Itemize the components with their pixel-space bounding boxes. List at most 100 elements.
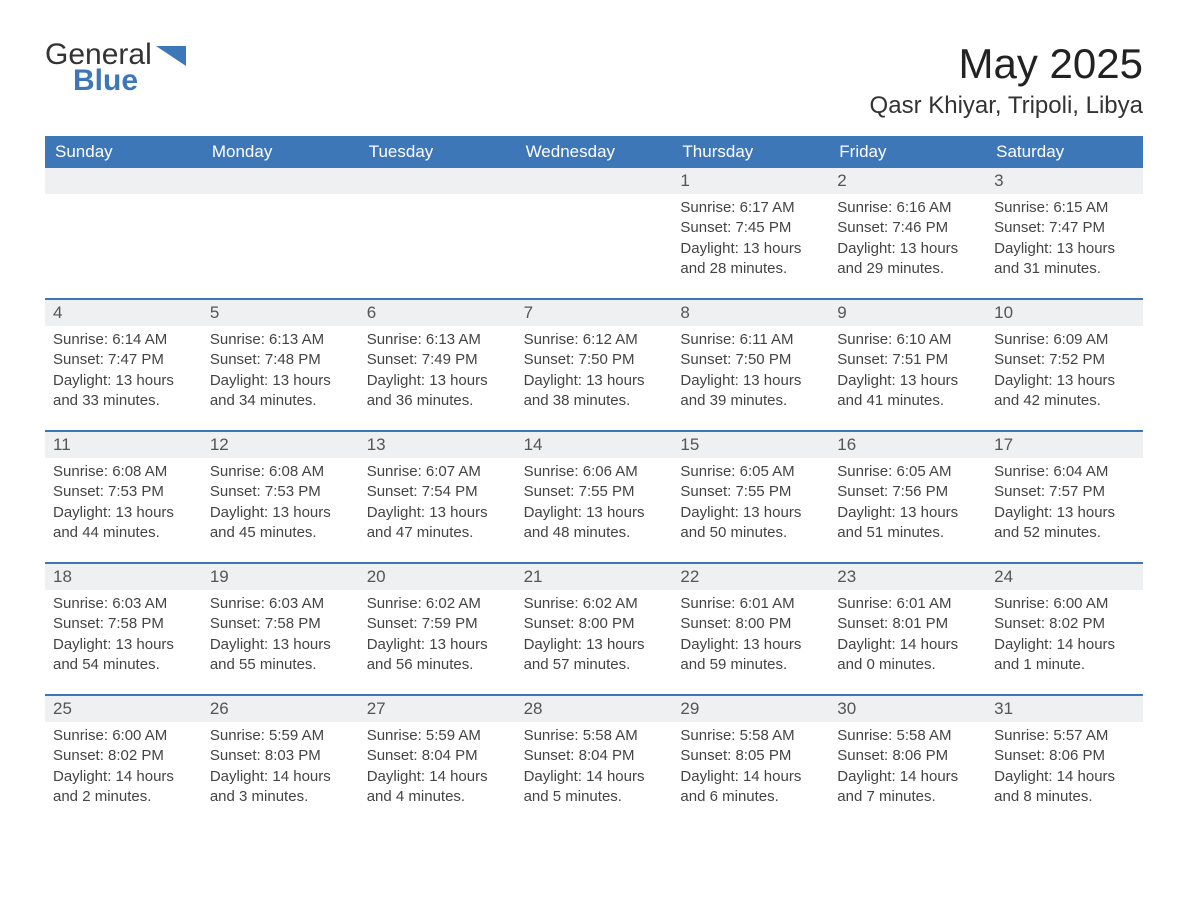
sunset-text: Sunset: 7:46 PM bbox=[837, 218, 978, 238]
calendar-day-cell: 5Sunrise: 6:13 AMSunset: 7:48 PMDaylight… bbox=[202, 300, 359, 430]
day-details: Sunrise: 6:08 AMSunset: 7:53 PMDaylight:… bbox=[202, 458, 359, 551]
day-details: Sunrise: 5:58 AMSunset: 8:06 PMDaylight:… bbox=[829, 722, 986, 815]
calendar-week-row: 18 Sunrise: 6:03 AMSunset: 7:58 PM Dayligh… bbox=[45, 562, 1143, 694]
calendar-grid: Sunday Monday Tuesday Wednesday Thursday… bbox=[45, 136, 1143, 826]
sunrise-text: Sunrise: 6:13 AM bbox=[210, 330, 351, 350]
daylight-text: Daylight: 14 hours and 7 minutes. bbox=[837, 767, 978, 808]
calendar-day-cell: 9Sunrise: 6:10 AMSunset: 7:51 PMDaylight… bbox=[829, 300, 986, 430]
day-details: Sunrise: 5:58 AMSunset: 8:04 PMDaylight:… bbox=[516, 722, 673, 815]
daylight-text: Daylight: 13 hours and 44 minutes. bbox=[53, 503, 194, 544]
day-number bbox=[202, 168, 359, 194]
day-number: 23 bbox=[829, 564, 986, 590]
daylight-text: Daylight: 13 hours and 33 minutes. bbox=[53, 371, 194, 412]
daylight-text: Daylight: 14 hours and 0 minutes. bbox=[837, 635, 978, 676]
day-number: 29 bbox=[672, 696, 829, 722]
day-number: 1 bbox=[672, 168, 829, 194]
day-number: 11 bbox=[45, 432, 202, 458]
daylight-text: Daylight: 14 hours and 5 minutes. bbox=[524, 767, 665, 808]
calendar-day-cell: 1Sunrise: 6:17 AMSunset: 7:45 PMDaylight… bbox=[672, 168, 829, 298]
daylight-text: Daylight: 13 hours and 34 minutes. bbox=[210, 371, 351, 412]
day-details: Sunrise: 6:06 AMSunset: 7:55 PMDaylight:… bbox=[516, 458, 673, 551]
daylight-text: Daylight: 13 hours and 50 minutes. bbox=[680, 503, 821, 544]
sunset-text: Sunset: 8:04 PM bbox=[367, 746, 508, 766]
sunset-text: Sunset: 7:51 PM bbox=[837, 350, 978, 370]
sunrise-text: Sunrise: 6:08 AM bbox=[53, 462, 194, 482]
calendar-week-row: 4Sunrise: 6:14 AMSunset: 7:47 PMDaylight… bbox=[45, 298, 1143, 430]
day-details: Sunrise: 6:01 AMSunset: 8:01 PMDaylight:… bbox=[829, 590, 986, 683]
daylight-text: Daylight: 13 hours and 48 minutes. bbox=[524, 503, 665, 544]
month-title: May 2025 bbox=[870, 40, 1143, 88]
day-number: 4 bbox=[45, 300, 202, 326]
brand-text: General Blue bbox=[45, 40, 152, 96]
day-details: Sunrise: 5:59 AMSunset: 8:04 PMDaylight:… bbox=[359, 722, 516, 815]
sunset-text: Sunset: 7:52 PM bbox=[994, 350, 1135, 370]
day-details: Sunrise: 6:12 AMSunset: 7:50 PMDaylight:… bbox=[516, 326, 673, 419]
calendar-day-cell: 26Sunrise: 5:59 AMSunset: 8:03 PMDayligh… bbox=[202, 696, 359, 826]
day-number: 3 bbox=[986, 168, 1143, 194]
sunrise-text: Sunrise: 6:05 AM bbox=[680, 462, 821, 482]
brand-logo: General Blue bbox=[45, 40, 190, 96]
day-details: Sunrise: 6:15 AMSunset: 7:47 PMDaylight:… bbox=[986, 194, 1143, 287]
day-number bbox=[359, 168, 516, 194]
sunrise-text: Sunrise: 6:01 AM bbox=[680, 594, 821, 614]
page-header: General Blue May 2025 Qasr Khiyar, Tripo… bbox=[45, 40, 1143, 130]
sunset-text: Sunset: 7:53 PM bbox=[53, 482, 194, 502]
calendar-week-row: 11Sunrise: 6:08 AMSunset: 7:53 PMDayligh… bbox=[45, 430, 1143, 562]
day-details: Sunrise: 6:10 AMSunset: 7:51 PMDaylight:… bbox=[829, 326, 986, 419]
calendar-day-cell: 21Sunrise: 6:02 AMSunset: 8:00 PMDayligh… bbox=[516, 564, 673, 694]
sunset-text: Sunset: 8:06 PM bbox=[994, 746, 1135, 766]
day-number: 15 bbox=[672, 432, 829, 458]
calendar-day-cell bbox=[45, 168, 202, 298]
daylight-text: Daylight: 13 hours and 57 minutes. bbox=[524, 635, 665, 676]
day-number: 25 bbox=[45, 696, 202, 722]
calendar-day-cell: 28Sunrise: 5:58 AMSunset: 8:04 PMDayligh… bbox=[516, 696, 673, 826]
day-details: Sunrise: 6:11 AMSunset: 7:50 PMDaylight:… bbox=[672, 326, 829, 419]
calendar-day-cell: 29Sunrise: 5:58 AMSunset: 8:05 PMDayligh… bbox=[672, 696, 829, 826]
weekday-header: Monday bbox=[202, 136, 359, 168]
daylight-text: Daylight: 14 hours and 4 minutes. bbox=[367, 767, 508, 808]
day-number: 19 bbox=[202, 564, 359, 590]
sunrise-text: Sunrise: 5:58 AM bbox=[680, 726, 821, 746]
day-details: Sunrise: 6:16 AMSunset: 7:46 PMDaylight:… bbox=[829, 194, 986, 287]
daylight-text: Daylight: 13 hours and 52 minutes. bbox=[994, 503, 1135, 544]
weekday-header: Wednesday bbox=[516, 136, 673, 168]
daylight-text: Daylight: 13 hours and 28 minutes. bbox=[680, 239, 821, 280]
sunrise-text: Sunrise: 6:04 AM bbox=[994, 462, 1135, 482]
sunrise-text: Sunrise: 5:57 AM bbox=[994, 726, 1135, 746]
calendar-day-cell: 17Sunrise: 6:04 AMSunset: 7:57 PMDayligh… bbox=[986, 432, 1143, 562]
day-details: Sunrise: 6:09 AMSunset: 7:52 PMDaylight:… bbox=[986, 326, 1143, 419]
sunset-text: Sunset: 7:47 PM bbox=[994, 218, 1135, 238]
weekday-header: Friday bbox=[829, 136, 986, 168]
sunrise-text: Sunrise: 6:02 AM bbox=[524, 594, 665, 614]
daylight-text: Daylight: 13 hours and 59 minutes. bbox=[680, 635, 821, 676]
sunset-text: Sunset: 7:58 PM bbox=[210, 614, 351, 634]
calendar-day-cell: 3Sunrise: 6:15 AMSunset: 7:47 PMDaylight… bbox=[986, 168, 1143, 298]
calendar-day-cell: 31Sunrise: 5:57 AMSunset: 8:06 PMDayligh… bbox=[986, 696, 1143, 826]
day-details bbox=[359, 194, 516, 206]
daylight-text: Daylight: 13 hours and 56 minutes. bbox=[367, 635, 508, 676]
daylight-text: Daylight: 13 hours and 41 minutes. bbox=[837, 371, 978, 412]
daylight-text: Daylight: 14 hours and 3 minutes. bbox=[210, 767, 351, 808]
day-details: Sunrise: 6:00 AMSunset: 8:02 PMDaylight:… bbox=[45, 722, 202, 815]
day-number: 7 bbox=[516, 300, 673, 326]
calendar-day-cell bbox=[516, 168, 673, 298]
day-number: 24 bbox=[986, 564, 1143, 590]
sunset-text: Sunset: 8:03 PM bbox=[210, 746, 351, 766]
sunset-text: Sunset: 7:49 PM bbox=[367, 350, 508, 370]
daylight-text: Daylight: 13 hours and 31 minutes. bbox=[994, 239, 1135, 280]
day-number: 18 bbox=[45, 564, 202, 590]
sunset-text: Sunset: 7:56 PM bbox=[837, 482, 978, 502]
day-number: 16 bbox=[829, 432, 986, 458]
sunrise-text: Sunrise: 6:03 AM bbox=[210, 594, 351, 614]
calendar-day-cell: 13Sunrise: 6:07 AMSunset: 7:54 PMDayligh… bbox=[359, 432, 516, 562]
day-details: Sunrise: 5:58 AMSunset: 8:05 PMDaylight:… bbox=[672, 722, 829, 815]
day-number: 10 bbox=[986, 300, 1143, 326]
day-details: Sunrise: 6:08 AMSunset: 7:53 PMDaylight:… bbox=[45, 458, 202, 551]
sunrise-text: Sunrise: 6:00 AM bbox=[53, 726, 194, 746]
day-details bbox=[45, 194, 202, 206]
day-number: 17 bbox=[986, 432, 1143, 458]
day-details: Sunrise: 6:00 AMSunset: 8:02 PMDaylight:… bbox=[986, 590, 1143, 683]
weekday-header: Thursday bbox=[672, 136, 829, 168]
sunset-text: Sunset: 7:50 PM bbox=[524, 350, 665, 370]
calendar-day-cell: 25Sunrise: 6:00 AMSunset: 8:02 PMDayligh… bbox=[45, 696, 202, 826]
